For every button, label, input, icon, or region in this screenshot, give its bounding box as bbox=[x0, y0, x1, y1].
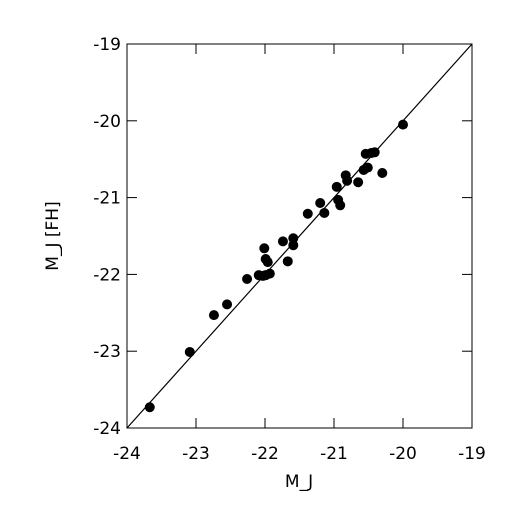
x-tick-label: -19 bbox=[458, 444, 486, 464]
y-tick-label: -20 bbox=[93, 112, 121, 132]
y-axis-label: M_J [FH] bbox=[43, 201, 63, 270]
scatter-point bbox=[398, 119, 408, 130]
scatter-point bbox=[335, 200, 346, 211]
x-tick-label: -21 bbox=[320, 444, 348, 464]
scatter-point bbox=[242, 274, 253, 285]
scatter-point bbox=[264, 268, 275, 279]
scatter-point bbox=[342, 175, 353, 186]
scatter-point bbox=[377, 168, 388, 179]
scatter-point bbox=[331, 181, 342, 192]
y-tick-label: -24 bbox=[93, 419, 121, 439]
y-tick-label: -22 bbox=[93, 265, 121, 285]
y-tick-label: -21 bbox=[93, 189, 121, 209]
y-tick-label: -19 bbox=[93, 35, 121, 55]
scatter-point bbox=[362, 162, 373, 173]
plot-frame bbox=[126, 43, 473, 429]
scatter-point bbox=[222, 299, 233, 310]
scatter-point bbox=[302, 208, 313, 219]
scatter-point bbox=[288, 240, 299, 251]
scatter-point bbox=[369, 147, 380, 158]
scatter-point bbox=[282, 256, 293, 267]
scatter-point bbox=[259, 243, 270, 254]
x-axis-label: M_J bbox=[285, 472, 313, 492]
x-tick-label: -24 bbox=[113, 444, 141, 464]
scatter-point bbox=[184, 346, 195, 357]
scatter-point bbox=[208, 310, 219, 321]
x-tick-label: -22 bbox=[251, 444, 279, 464]
scatter-point bbox=[262, 257, 273, 268]
scatter-point bbox=[353, 177, 364, 188]
scatter-point bbox=[144, 402, 155, 413]
scatter-point bbox=[319, 207, 330, 218]
reference-line bbox=[126, 43, 473, 429]
scatter-point bbox=[288, 233, 299, 244]
x-tick-label: -23 bbox=[182, 444, 210, 464]
scatter-point bbox=[315, 197, 326, 208]
scatter-point bbox=[277, 236, 288, 247]
x-tick-label: -20 bbox=[389, 444, 417, 464]
y-tick-label: -23 bbox=[93, 342, 121, 362]
